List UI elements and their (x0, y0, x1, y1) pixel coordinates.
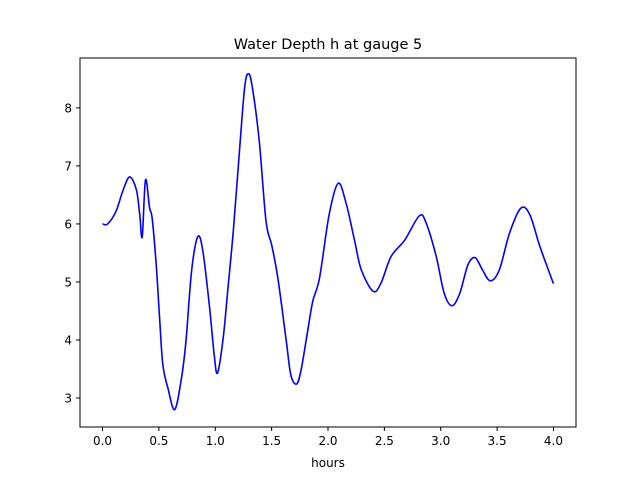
y-tick-label: 8 (64, 101, 72, 115)
x-axis-label: hours (311, 456, 345, 470)
axes-frame (79, 57, 577, 428)
y-tick-label: 7 (64, 159, 72, 173)
x-tick-label: 3.5 (488, 434, 507, 448)
x-tick-label: 4.0 (544, 434, 563, 448)
series-line-h (102, 72, 555, 411)
series-layer (102, 72, 555, 411)
y-tick-label: 3 (64, 391, 72, 405)
x-tick-label: 1.0 (206, 434, 225, 448)
y-tick-label: 4 (64, 333, 72, 347)
x-tick-label: 0.0 (93, 434, 112, 448)
chart-title: Water Depth h at gauge 5 (234, 37, 422, 53)
x-tick-label: 2.0 (318, 434, 337, 448)
x-tick-label: 2.5 (375, 434, 394, 448)
x-tick-label: 1.5 (262, 434, 281, 448)
x-tick-label: 0.5 (149, 434, 168, 448)
y-tick-label: 5 (64, 275, 72, 289)
y-tick-label: 6 (64, 217, 72, 231)
ticks-layer: 0.0 0.5 1.0 1.5 2.0 2.5 3.0 3.5 4.0 3 4 5 6 7 8 (64, 101, 563, 448)
x-tick-label: 3.0 (431, 434, 450, 448)
